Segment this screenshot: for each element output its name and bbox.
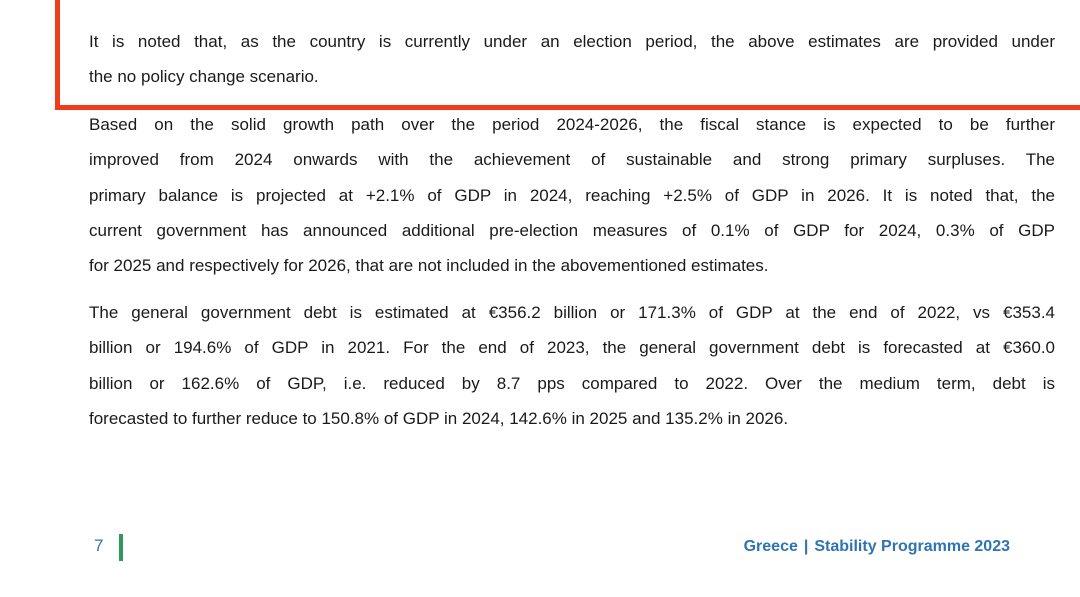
text-line: The general government debt is estimated… — [89, 303, 1055, 322]
footer-separator: | — [803, 538, 809, 555]
text-line: improved from 2024 onwards with the achi… — [89, 150, 1055, 170]
footer-country: Greece — [743, 538, 798, 555]
text-line: It is noted that, as the country is curr… — [89, 32, 1055, 51]
text-line: primary balance is projected at +2.1% of… — [89, 185, 1055, 205]
highlight-box: It is noted that, as the country is curr… — [55, 0, 1080, 110]
text-line: the no policy change scenario. — [89, 67, 319, 86]
page-number: 7 — [94, 536, 104, 555]
footer-document: Stability Programme 2023 — [814, 538, 1010, 555]
footer-title: Greece | Stability Programme 2023 — [744, 538, 1010, 556]
text-line: current government has announced additio… — [89, 220, 1055, 240]
text-line: for 2025 and respectively for 2026, that… — [89, 256, 769, 276]
text-line: Based on the solid growth path over the … — [89, 115, 1055, 134]
text-line: billion or 162.6% of GDP, i.e. reduced b… — [89, 373, 1055, 393]
text-line: forecasted to further reduce to 150.8% o… — [89, 408, 789, 428]
footer-bar — [119, 534, 123, 561]
text-line: billion or 194.6% of GDP in 2021. For th… — [89, 338, 1055, 358]
